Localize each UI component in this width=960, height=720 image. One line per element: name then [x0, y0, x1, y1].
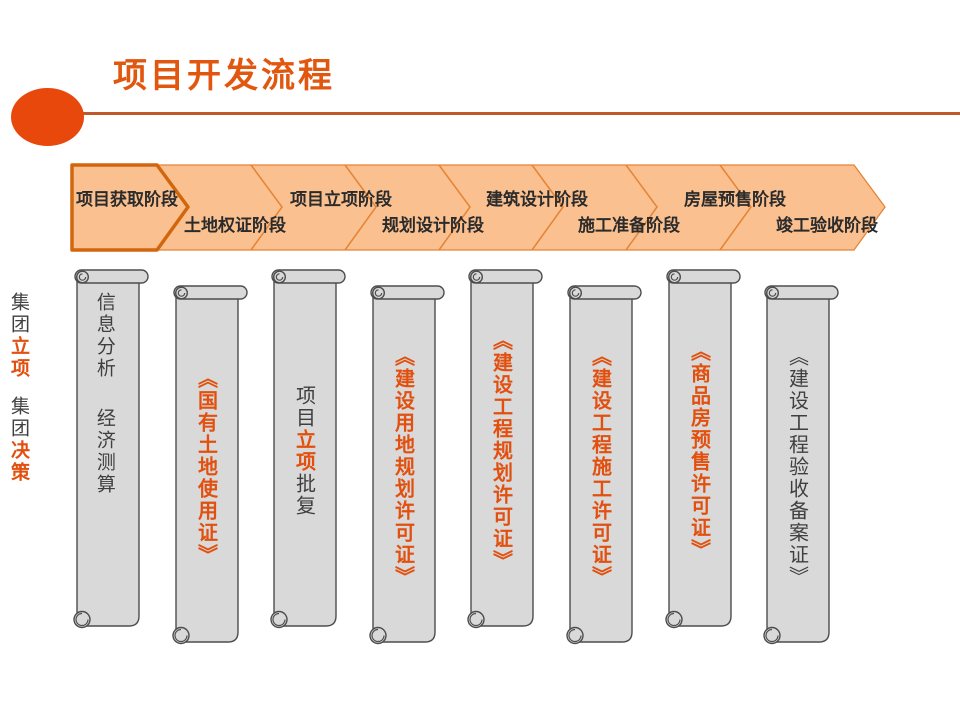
scroll-shape-icon: [172, 285, 248, 645]
stage-label-completion-acceptance: 竣工验收阶段: [776, 216, 878, 235]
scroll-text-segment: 决策: [8, 440, 30, 484]
scroll-shape-icon: [270, 269, 346, 629]
scroll-acceptance-record: 《建设工程验收备案证》: [762, 284, 840, 650]
scroll-presale-permit: 《商品房预售许可证》: [664, 268, 742, 634]
scroll-text: 《国有土地使用证》: [176, 308, 236, 626]
scroll-group-initiation: 集团立项集团决策 信息分析经济测算: [8, 268, 150, 634]
scroll-text: 集团立项集团决策 信息分析经济测算: [8, 292, 137, 610]
scroll-text-segment: 《建设用地规划许可证》: [391, 346, 416, 588]
scroll-construction-permit: 《建设工程施工许可证》: [565, 284, 643, 650]
scroll-text: 《建设工程验收备案证》: [767, 308, 827, 626]
scroll-shape-icon: [566, 285, 642, 645]
scroll-shape-icon: [763, 285, 839, 645]
stage-label-land-certificate: 土地权证阶段: [184, 216, 286, 235]
stage-label-housing-presale: 房屋预售阶段: [684, 190, 786, 209]
scroll-text-segment: 立项: [8, 336, 30, 380]
scroll-engineering-planning-permit: 《建设工程规划许可证》: [466, 268, 544, 634]
accent-circle-icon: [11, 88, 84, 146]
scroll-text-segment: 《建设工程验收备案证》: [785, 346, 810, 588]
scroll-land-planning-permit: 《建设用地规划许可证》: [368, 284, 446, 650]
page-title: 项目开发流程: [113, 57, 335, 95]
stage-label-planning-design: 规划设计阶段: [382, 216, 484, 235]
scroll-text: 《建设工程施工许可证》: [570, 308, 630, 626]
scroll-project-approval: 项目立项批复: [269, 268, 347, 634]
scroll-text-segment: 集团: [8, 292, 30, 336]
scroll-text-segment: 批复: [292, 473, 317, 517]
scroll-shape-icon: [369, 285, 445, 645]
scroll-text: 《建设工程规划许可证》: [471, 292, 531, 610]
scroll-text: 《建设用地规划许可证》: [373, 308, 433, 626]
scroll-text-segment: 《商品房预售许可证》: [687, 341, 712, 561]
scroll-text-segment: 经济测算: [93, 408, 116, 496]
stage-label-construction-prep: 施工准备阶段: [578, 216, 680, 235]
scroll-text-segment: 《建设工程规划许可证》: [489, 330, 514, 572]
scroll-shape-icon: [467, 269, 543, 629]
stage-label-architectural-design: 建筑设计阶段: [486, 190, 588, 209]
scroll-text-segment: 《国有土地使用证》: [194, 368, 219, 566]
scroll-shape-icon: [665, 269, 741, 629]
scroll-shape-icon: [73, 269, 149, 629]
divider-line: [40, 112, 960, 115]
scroll-text: 项目立项批复: [274, 292, 334, 610]
stage-arrow-band: [70, 163, 886, 252]
stage-label-project-acquisition: 项目获取阶段: [76, 190, 178, 209]
stage-label-project-initiation: 项目立项阶段: [290, 190, 392, 209]
scroll-state-land-use-certificate: 《国有土地使用证》: [171, 284, 249, 650]
stage-chevron-highlight: [70, 163, 190, 252]
scroll-text-segment: 立项: [292, 429, 317, 473]
scroll-text-segment: 信息分析: [93, 292, 116, 380]
scroll-text-segment: 《建设工程施工许可证》: [588, 346, 613, 588]
scrolls-row: 集团立项集团决策 信息分析经济测算 《国有土地使用证》: [8, 268, 888, 658]
scroll-text-segment: 集团: [8, 396, 30, 440]
scroll-text-segment: 项目: [292, 385, 317, 429]
scroll-text: 《商品房预售许可证》: [669, 292, 729, 610]
